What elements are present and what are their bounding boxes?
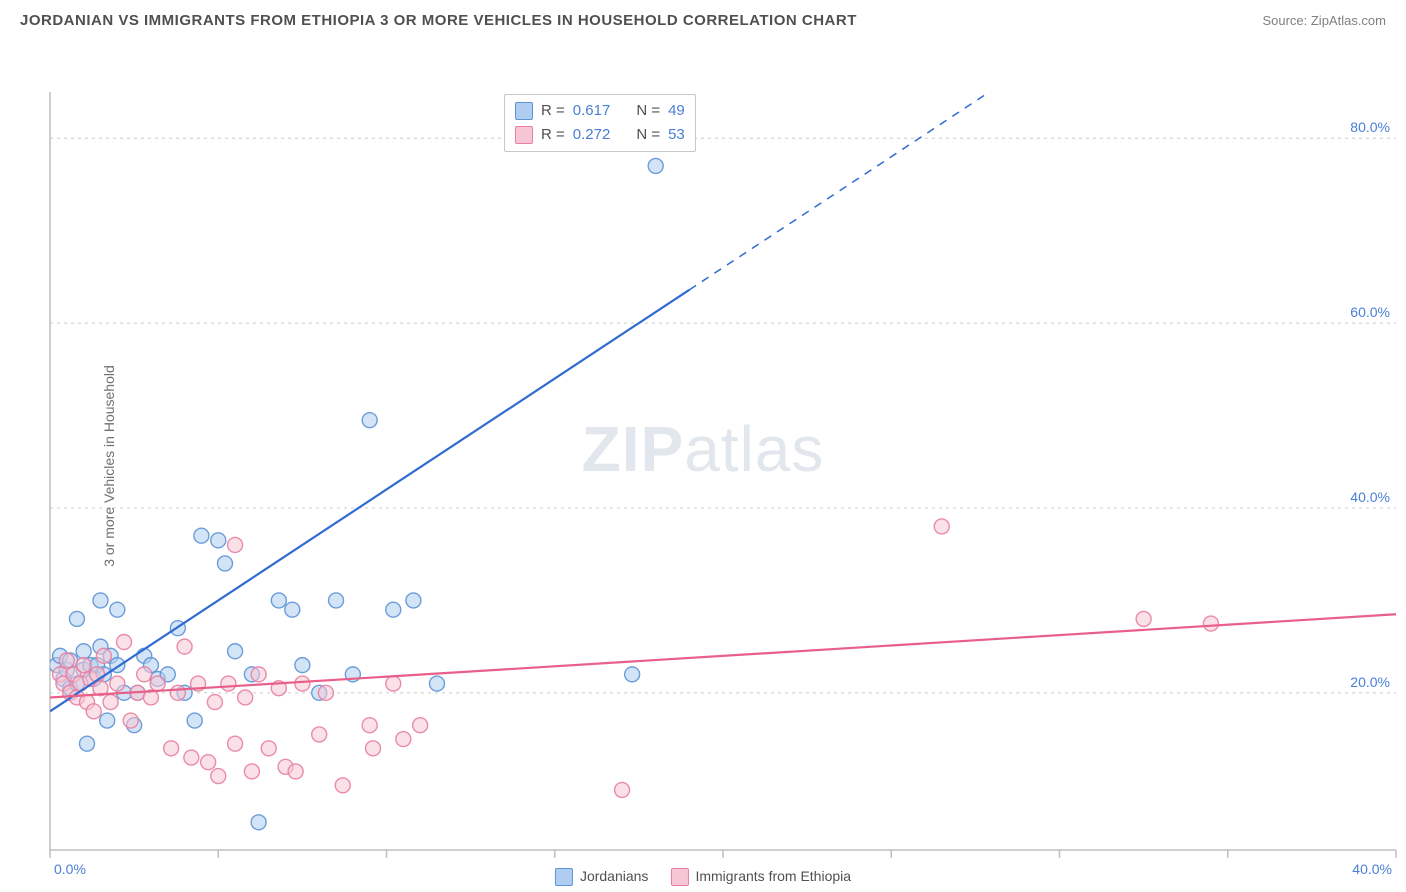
data-point	[150, 676, 165, 691]
data-point	[625, 667, 640, 682]
n-label: N =	[636, 99, 660, 123]
data-point	[295, 676, 310, 691]
r-value: 0.272	[573, 123, 611, 147]
data-point	[261, 741, 276, 756]
data-point	[312, 727, 327, 742]
data-point	[238, 690, 253, 705]
data-point	[211, 533, 226, 548]
data-point	[123, 713, 138, 728]
data-point	[137, 667, 152, 682]
trend-line	[50, 614, 1396, 697]
data-point	[429, 676, 444, 691]
y-tick-label: 40.0%	[1350, 489, 1390, 505]
r-label: R =	[541, 99, 565, 123]
data-point	[110, 676, 125, 691]
y-tick-label: 80.0%	[1350, 119, 1390, 135]
r-value: 0.617	[573, 99, 611, 123]
trend-line-extrapolated	[689, 40, 1396, 290]
data-point	[615, 782, 630, 797]
data-point	[228, 644, 243, 659]
chart-area: 3 or more Vehicles in Household 20.0% 40.…	[0, 40, 1406, 892]
data-point	[164, 741, 179, 756]
data-point	[100, 713, 115, 728]
data-point	[201, 755, 216, 770]
chart-title: JORDANIAN VS IMMIGRANTS FROM ETHIOPIA 3 …	[20, 12, 857, 29]
data-point	[110, 602, 125, 617]
n-label: N =	[636, 123, 660, 147]
data-point	[207, 695, 222, 710]
n-value: 49	[668, 99, 685, 123]
data-point	[59, 653, 74, 668]
data-point	[251, 667, 266, 682]
data-point	[362, 413, 377, 428]
legend-item: Immigrants from Ethiopia	[670, 868, 851, 886]
data-point	[386, 602, 401, 617]
title-bar: JORDANIAN VS IMMIGRANTS FROM ETHIOPIA 3 …	[0, 0, 1406, 39]
legend-label: Jordanians	[580, 868, 649, 884]
data-point	[177, 639, 192, 654]
data-point	[271, 593, 286, 608]
data-point	[103, 695, 118, 710]
data-point	[1203, 616, 1218, 631]
legend-item: Jordanians	[555, 868, 649, 886]
legend-swatch	[515, 126, 533, 144]
data-point	[96, 648, 111, 663]
source-credit: Source: ZipAtlas.com	[1262, 13, 1386, 28]
y-tick-label: 60.0%	[1350, 304, 1390, 320]
data-point	[76, 658, 91, 673]
scatter-chart: 20.0% 40.0% 60.0% 80.0% 0.0% 40.0%	[0, 40, 1406, 892]
data-point	[396, 732, 411, 747]
n-value: 53	[668, 123, 685, 147]
data-point	[86, 704, 101, 719]
data-point	[406, 593, 421, 608]
r-label: R =	[541, 123, 565, 147]
data-point	[80, 736, 95, 751]
data-point	[386, 676, 401, 691]
data-point	[362, 718, 377, 733]
data-point	[648, 158, 663, 173]
data-point	[228, 537, 243, 552]
y-tick-label: 20.0%	[1350, 674, 1390, 690]
data-point	[318, 685, 333, 700]
data-point	[76, 644, 91, 659]
data-point	[69, 611, 84, 626]
correlation-legend-row: R = 0.617 N = 49	[515, 99, 685, 123]
data-point	[285, 602, 300, 617]
source-prefix: Source:	[1262, 13, 1310, 28]
data-point	[93, 593, 108, 608]
data-point	[251, 815, 266, 830]
data-point	[228, 736, 243, 751]
trend-line	[50, 290, 689, 712]
data-point	[413, 718, 428, 733]
correlation-legend-row: R = 0.272 N = 53	[515, 123, 685, 147]
data-point	[184, 750, 199, 765]
data-point	[187, 713, 202, 728]
data-point	[211, 769, 226, 784]
correlation-legend: R = 0.617 N = 49 R = 0.272 N = 53	[504, 94, 696, 152]
legend-swatch	[515, 102, 533, 120]
data-point	[366, 741, 381, 756]
data-point	[288, 764, 303, 779]
legend-label: Immigrants from Ethiopia	[695, 868, 851, 884]
legend-swatch	[670, 868, 688, 886]
data-point	[117, 635, 132, 650]
data-point	[217, 556, 232, 571]
data-point	[335, 778, 350, 793]
series-legend: Jordanians Immigrants from Ethiopia	[555, 868, 851, 886]
x-tick-label: 40.0%	[1352, 861, 1392, 877]
source-link[interactable]: ZipAtlas.com	[1311, 13, 1386, 28]
x-tick-label: 0.0%	[54, 861, 86, 877]
data-point	[194, 528, 209, 543]
data-point	[1136, 611, 1151, 626]
y-axis-label: 3 or more Vehicles in Household	[101, 365, 117, 567]
data-point	[934, 519, 949, 534]
data-point	[170, 685, 185, 700]
data-point	[295, 658, 310, 673]
data-point	[221, 676, 236, 691]
data-point	[329, 593, 344, 608]
legend-swatch	[555, 868, 573, 886]
data-point	[244, 764, 259, 779]
